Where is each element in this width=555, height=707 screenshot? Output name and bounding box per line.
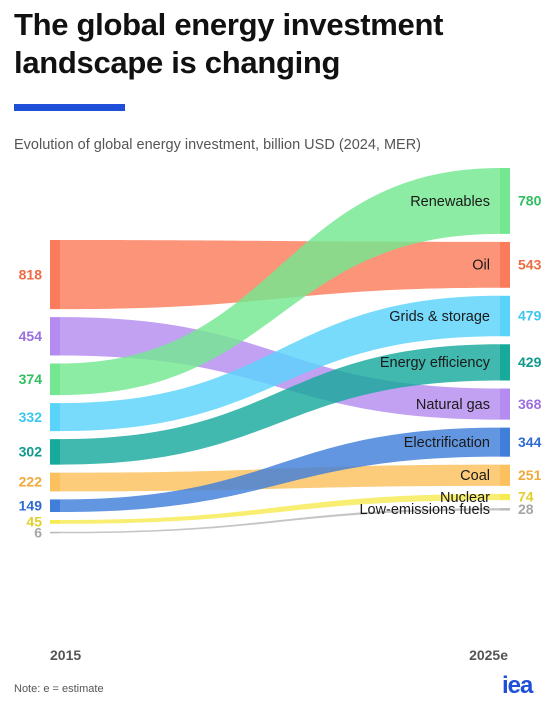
value-2015-renewables: 374 (19, 371, 43, 387)
category-label-energy-efficiency: Energy efficiency (380, 355, 491, 371)
node-2015-low-emissions-fuels (50, 531, 60, 534)
category-label-renewables: Renewables (410, 194, 490, 210)
node-2015-electrification (50, 499, 60, 513)
node-2015-renewables (50, 363, 60, 396)
value-2015-electrification: 149 (19, 497, 43, 513)
x-label-2015: 2015 (50, 647, 81, 663)
value-2015-coal: 222 (19, 474, 43, 490)
value-2015-oil: 818 (19, 266, 43, 282)
iea-logo: iea (502, 672, 533, 699)
flow-energy-efficiency (60, 344, 500, 465)
value-2025e-coal: 251 (518, 467, 542, 483)
value-2015-low-emissions-fuels: 6 (34, 524, 42, 540)
flow-nuclear (60, 493, 500, 524)
flow-layer (60, 168, 500, 534)
category-label-coal: Coal (460, 468, 490, 484)
flow-low-emissions-fuels (60, 508, 500, 534)
footnote: Note: e = estimate (14, 683, 104, 695)
value-2025e-energy-efficiency: 429 (518, 354, 542, 370)
node-2025e-nuclear (500, 493, 510, 501)
category-label-oil: Oil (472, 258, 490, 274)
flow-grids-storage (60, 295, 500, 432)
value-2015-natural-gas: 454 (19, 328, 43, 344)
x-label-2025e: 2025e (469, 647, 508, 663)
node-2025e-natural-gas (500, 388, 510, 420)
node-2025e-electrification (500, 427, 510, 457)
node-2025e-oil (500, 241, 510, 288)
node-2025e-coal (500, 464, 510, 486)
value-2015-grids-storage: 332 (19, 409, 43, 425)
category-label-nuclear: Nuclear (440, 490, 490, 506)
node-2025e-renewables (500, 168, 510, 234)
category-label-low-emissions-fuels: Low-emissions fuels (359, 502, 490, 518)
value-2025e-grids-storage: 479 (518, 308, 542, 324)
category-label-grids-storage: Grids & storage (389, 309, 490, 325)
value-2025e-low-emissions-fuels: 28 (518, 501, 534, 517)
node-2015-natural-gas (50, 317, 60, 356)
flow-electrification (60, 427, 500, 513)
chart-subtitle: Evolution of global energy investment, b… (14, 137, 422, 153)
category-label-electrification: Electrification (404, 435, 490, 451)
node-2015-oil (50, 240, 60, 310)
value-2025e-oil: 543 (518, 257, 542, 273)
node-2015-coal (50, 472, 60, 492)
node-2025e-grids-storage (500, 295, 510, 337)
value-2025e-nuclear: 74 (518, 489, 534, 505)
value-2025e-renewables: 780 (518, 193, 542, 209)
value-2015-energy-efficiency: 302 (19, 444, 43, 460)
value-2025e-electrification: 344 (518, 434, 542, 450)
node-2015-grids-storage (50, 403, 60, 432)
flow-renewables (60, 168, 500, 396)
node-2025e-energy-efficiency (500, 344, 510, 381)
value-2025e-natural-gas: 368 (518, 396, 542, 412)
title-accent-bar (14, 104, 125, 111)
value-2015-nuclear: 45 (26, 514, 42, 530)
category-label-natural-gas: Natural gas (416, 397, 490, 413)
node-2015-nuclear (50, 520, 60, 524)
node-layer (50, 168, 510, 534)
page-title: The global energy investment landscape i… (14, 7, 444, 80)
node-2015-energy-efficiency (50, 439, 60, 465)
node-2025e-low-emissions-fuels (500, 508, 510, 511)
